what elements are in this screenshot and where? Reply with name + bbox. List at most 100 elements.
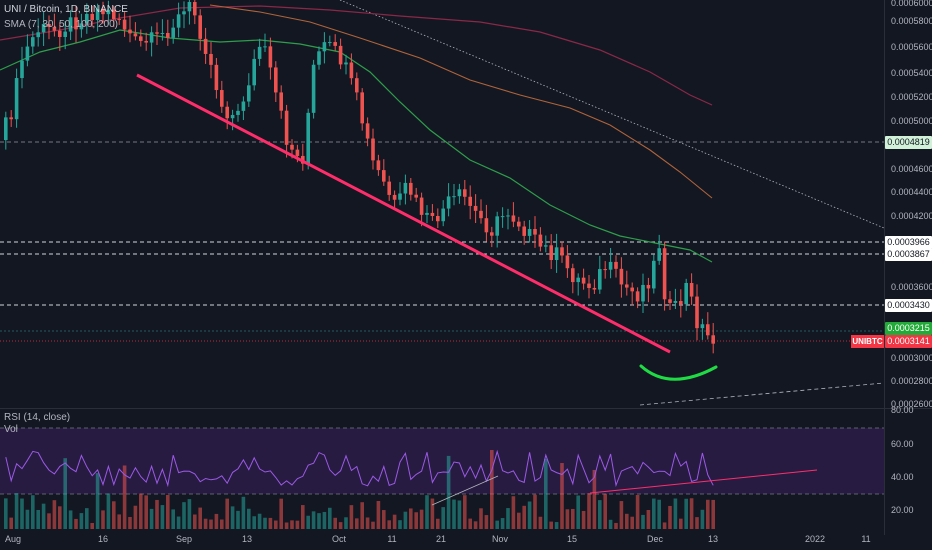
volume-bar xyxy=(436,518,440,529)
volume-bar xyxy=(614,522,618,529)
candle-body xyxy=(441,208,445,222)
chart-title[interactable]: UNI / Bitcoin, 1D, BINANCE xyxy=(4,4,128,16)
candle-body xyxy=(695,296,699,329)
volume-bar xyxy=(47,513,51,529)
volume-bar xyxy=(484,515,489,529)
volume-bar xyxy=(371,521,375,529)
candle-body xyxy=(652,260,656,289)
rsi-axis-label: 80.00 xyxy=(891,405,914,415)
time-axis-label: 13 xyxy=(707,534,719,544)
volume-bar xyxy=(538,516,543,529)
volume-bar xyxy=(544,458,548,529)
candle-body xyxy=(446,196,451,209)
candle-body xyxy=(68,17,73,32)
price-tag-level[interactable]: 0.0004819 xyxy=(885,136,932,149)
price-axis-label: 0.0003000 xyxy=(891,353,932,363)
candle-body xyxy=(392,194,397,200)
price-axis-label: 0.0003600 xyxy=(891,282,932,292)
candle-body xyxy=(133,33,138,37)
volume-bar xyxy=(133,505,138,529)
volume-bar xyxy=(657,499,661,529)
volume-bar xyxy=(360,502,364,529)
rsi-label: RSI (14, close) xyxy=(4,412,71,423)
volume-bar xyxy=(587,493,591,529)
candle-body xyxy=(409,182,413,195)
volume-bar xyxy=(662,522,667,529)
volume-bar xyxy=(9,517,13,529)
volume-bar xyxy=(549,521,553,529)
candle-body xyxy=(117,18,121,20)
candle-body xyxy=(571,268,575,283)
volume-bar xyxy=(166,494,170,529)
volume-bar xyxy=(430,498,435,529)
volume-bar xyxy=(252,516,256,529)
candle-body xyxy=(684,283,688,305)
volume-bar xyxy=(565,509,570,529)
volume-bar xyxy=(198,507,202,529)
volume-bar xyxy=(74,518,78,529)
volume-bar xyxy=(328,507,332,529)
volume-bar xyxy=(533,494,537,529)
price-tag-level[interactable]: 0.0003430 xyxy=(885,299,932,312)
lower-dashed-trendline[interactable] xyxy=(639,382,885,406)
rsi-trendline-right[interactable] xyxy=(589,469,818,494)
rsi-trendline-left[interactable] xyxy=(431,475,499,506)
price-tag-level[interactable]: 0.0003867 xyxy=(885,248,932,261)
candle-body xyxy=(230,114,235,119)
candle-body xyxy=(635,291,640,302)
volume-bar xyxy=(581,510,586,529)
volume-bar xyxy=(652,498,656,529)
candle-body xyxy=(306,112,310,164)
volume-bar xyxy=(149,508,154,529)
price-axis-label: 0.0005800 xyxy=(891,16,932,26)
volume-bar xyxy=(90,522,94,529)
candle-body xyxy=(47,23,51,27)
volume-bar xyxy=(711,499,715,529)
candlestick-series[interactable] xyxy=(4,0,715,354)
time-axis-label: 2022 xyxy=(804,534,826,544)
candle-body xyxy=(122,19,127,30)
candle-body xyxy=(74,17,78,30)
candle-body xyxy=(619,268,624,285)
volume-bar xyxy=(122,465,127,529)
volume-bar xyxy=(641,514,645,529)
candle-body xyxy=(63,31,67,37)
volume-bar xyxy=(101,510,105,529)
sma-legend[interactable]: SMA (7, 30, 50, 100, 200) xyxy=(4,19,118,31)
candle-body xyxy=(9,117,13,120)
candle-body xyxy=(581,277,586,284)
symbol-tag: UNIBTC xyxy=(851,335,884,348)
candle-body xyxy=(290,144,294,150)
volume-bar xyxy=(349,505,354,529)
candle-body xyxy=(592,287,597,290)
candle-body xyxy=(58,30,62,37)
descending-trendline[interactable] xyxy=(136,73,671,354)
upper-dotted-trendline[interactable] xyxy=(339,0,885,229)
price-tag-sma[interactable]: 0.0003215 xyxy=(885,322,932,335)
candle-body xyxy=(484,218,489,233)
price-tag-level[interactable]: 0.0003966 xyxy=(885,236,932,249)
volume-bar xyxy=(387,520,391,529)
candle-body xyxy=(700,324,705,329)
rounded-bottom-arc[interactable] xyxy=(639,364,718,381)
candle-body xyxy=(90,13,94,20)
volume-bar xyxy=(187,499,192,529)
candle-body xyxy=(355,78,359,93)
volume-bar xyxy=(52,500,57,529)
vol-legend[interactable]: Vol xyxy=(4,424,18,436)
volume-bar xyxy=(106,493,111,529)
rsi-legend[interactable]: RSI (14, close) xyxy=(4,412,70,424)
candle-body xyxy=(328,42,332,44)
volume-bar xyxy=(625,513,629,529)
time-axis[interactable] xyxy=(0,535,932,550)
volume-bar xyxy=(95,473,100,529)
rsi-axis-label: 20.00 xyxy=(891,505,914,515)
price-axis-label: 0.0004400 xyxy=(891,187,932,197)
volume-bar xyxy=(284,522,289,529)
candle-body xyxy=(414,194,418,198)
price-tag-current[interactable]: 0.0003141 xyxy=(885,335,932,348)
volume-bar xyxy=(85,508,89,529)
candle-body xyxy=(36,32,40,38)
vol-label: Vol xyxy=(4,424,18,435)
